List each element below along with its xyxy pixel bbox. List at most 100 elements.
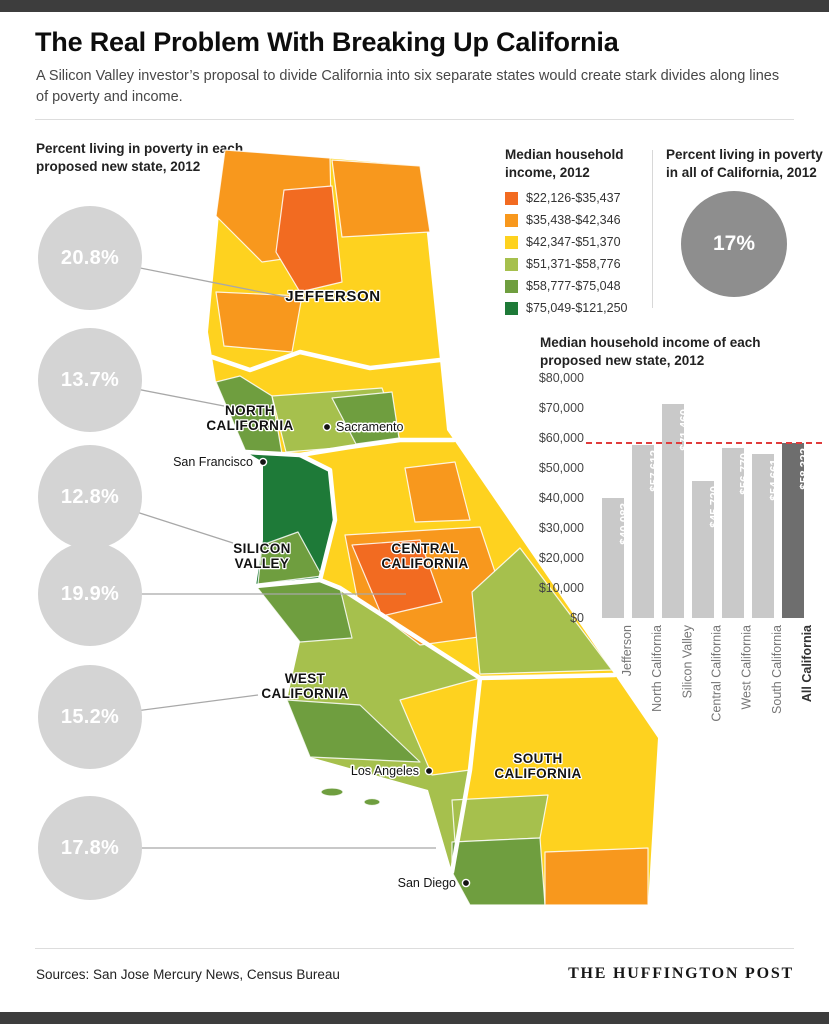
bar-central-california bbox=[692, 481, 714, 618]
income-legend: Median household income, 2012 $22,126-$3… bbox=[505, 146, 655, 323]
region-label-west-california: WEST bbox=[285, 671, 326, 686]
y-axis-tick-label: $10,000 bbox=[538, 581, 584, 595]
city-dot-sacramento bbox=[322, 422, 332, 432]
x-axis-label: South California bbox=[770, 625, 784, 714]
region-label-central-california: CENTRAL bbox=[391, 541, 458, 556]
california-poverty-circle: 17% bbox=[681, 191, 787, 297]
legend-color-swatch bbox=[505, 301, 518, 315]
poverty-circle-central-california: 19.9% bbox=[38, 542, 142, 646]
region-label-silicon-valley: VALLEY bbox=[235, 556, 290, 571]
city-dot-los-angeles bbox=[424, 766, 434, 776]
region-label-south-california: CALIFORNIA bbox=[494, 766, 581, 781]
legend-item: $75,049-$121,250 bbox=[505, 301, 655, 315]
region-label-west-california: CALIFORNIA bbox=[261, 686, 348, 701]
legend-color-swatch bbox=[505, 257, 518, 271]
footer-divider bbox=[35, 948, 794, 949]
y-axis-tick-label: $70,000 bbox=[538, 401, 584, 415]
legend-item-label: $35,438-$42,346 bbox=[526, 213, 621, 228]
county-patch bbox=[215, 375, 283, 455]
poverty-value: 17.8% bbox=[60, 836, 120, 859]
bar-silicon-valley bbox=[662, 404, 684, 618]
poverty-circle-west-california: 15.2% bbox=[38, 665, 142, 769]
y-axis-tick-label: $20,000 bbox=[538, 551, 584, 565]
poverty-value: 12.8% bbox=[60, 485, 120, 508]
region-label-silicon-valley: SILICON bbox=[233, 541, 291, 556]
county-patch bbox=[544, 847, 649, 906]
x-axis-label: Silicon Valley bbox=[680, 625, 694, 699]
x-axis-label: Central California bbox=[710, 625, 724, 722]
bar-jefferson bbox=[602, 498, 624, 618]
y-axis-tick-label: $0 bbox=[570, 611, 584, 625]
poverty-value: 13.7% bbox=[60, 368, 120, 391]
legend-heading: Median household income, 2012 bbox=[505, 147, 624, 180]
poverty-value: 20.8% bbox=[60, 246, 120, 269]
top-border-bar bbox=[0, 0, 829, 12]
county-patch bbox=[351, 539, 443, 617]
bar-chart-heading: Median household income of each proposed… bbox=[540, 335, 761, 368]
border-north-central bbox=[243, 437, 457, 458]
city-label-sacramento: Sacramento bbox=[336, 420, 403, 434]
county-patch bbox=[451, 837, 546, 906]
vertical-divider bbox=[652, 150, 653, 308]
city-label-los-angeles: Los Angeles bbox=[351, 764, 419, 778]
region-label-north-california: CALIFORNIA bbox=[206, 418, 293, 433]
bar-value-label: $58,322 bbox=[800, 448, 812, 490]
legend-color-swatch bbox=[505, 279, 518, 293]
y-axis-tick-label: $60,000 bbox=[538, 431, 584, 445]
border-central-south bbox=[477, 672, 618, 681]
poverty-section-heading: Percent living in poverty in each propos… bbox=[36, 141, 244, 174]
y-axis-tick-label: $30,000 bbox=[538, 521, 584, 535]
sources-text: Sources: San Jose Mercury News, Census B… bbox=[36, 967, 340, 982]
poverty-circle-silicon-valley: 12.8% bbox=[38, 445, 142, 549]
county-patch bbox=[286, 699, 421, 763]
city-label-san-francisco: San Francisco bbox=[173, 455, 253, 469]
border-west-central bbox=[317, 577, 483, 681]
california-poverty-value: 17% bbox=[712, 232, 756, 255]
legend-item-label: $42,347-$51,370 bbox=[526, 235, 621, 250]
legend-item-label: $75,049-$121,250 bbox=[526, 301, 628, 316]
legend-color-swatch bbox=[505, 191, 518, 205]
publisher-logo: THE HUFFINGTON POST bbox=[568, 965, 794, 982]
city-label-san-diego: San Diego bbox=[398, 876, 456, 890]
map-region-labels: JEFFERSON NORTH CALIFORNIA SILICON VALLE… bbox=[205, 287, 582, 783]
x-axis-label: West California bbox=[740, 625, 754, 710]
legend-item: $35,438-$42,346 bbox=[505, 213, 655, 227]
county-patch bbox=[404, 461, 471, 523]
bar-south-california bbox=[752, 454, 774, 618]
region-label-jefferson: JEFFERSON bbox=[285, 288, 380, 305]
page-title: The Real Problem With Breaking Up Califo… bbox=[35, 27, 619, 57]
bar-north-california bbox=[632, 445, 654, 618]
legend-item: $22,126-$35,437 bbox=[505, 191, 655, 205]
channel-island bbox=[320, 787, 344, 797]
x-axis-label: Jefferson bbox=[620, 625, 634, 677]
y-axis-tick-label: $80,000 bbox=[538, 371, 584, 385]
region-label-north-california: NORTH bbox=[225, 403, 275, 418]
bar-chart-plot: $80,000 $70,000 $60,000 $50,000 $40,000 $30,0… bbox=[539, 371, 822, 722]
header-divider bbox=[35, 119, 794, 120]
poverty-circle-north-california: 13.7% bbox=[38, 328, 142, 432]
channel-island bbox=[363, 797, 381, 807]
bar-west-california bbox=[722, 448, 744, 618]
map-cities: Sacramento San Francisco Los Angeles San… bbox=[172, 419, 471, 892]
legend-item-label: $51,371-$58,776 bbox=[526, 257, 621, 272]
county-patch bbox=[471, 547, 613, 675]
county-patch bbox=[331, 159, 431, 238]
county-patch bbox=[275, 185, 343, 293]
border-silicon-central bbox=[253, 452, 338, 589]
city-dot-san-francisco bbox=[258, 457, 268, 467]
border-jefferson-north bbox=[209, 349, 443, 373]
california-poverty-heading: Percent living in poverty in all of Cali… bbox=[666, 147, 823, 180]
legend-color-swatch bbox=[505, 235, 518, 249]
bottom-border-bar bbox=[0, 1012, 829, 1024]
legend-color-swatch bbox=[505, 213, 518, 227]
poverty-circle-south-california: 17.8% bbox=[38, 796, 142, 900]
city-dot-san-diego bbox=[461, 878, 471, 888]
reference-line bbox=[586, 442, 822, 445]
legend-item: $58,777-$75,048 bbox=[505, 279, 655, 293]
legend-item-label: $22,126-$35,437 bbox=[526, 191, 621, 206]
x-axis-label: All California bbox=[800, 625, 814, 703]
bar-value-label: $71,460 bbox=[680, 409, 692, 451]
legend-item: $51,371-$58,776 bbox=[505, 257, 655, 271]
